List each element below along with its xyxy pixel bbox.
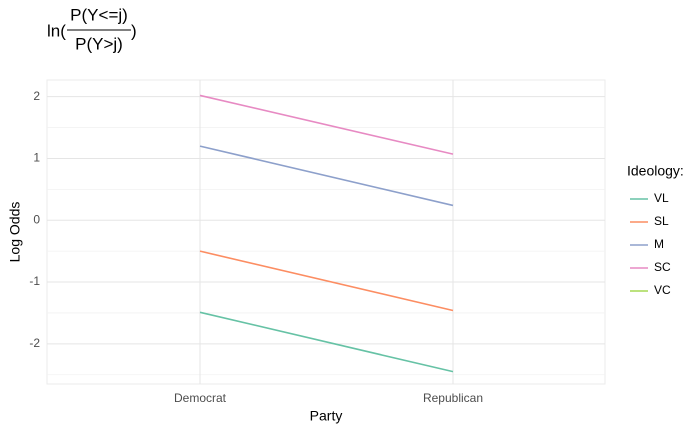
legend-label: SC bbox=[654, 260, 671, 274]
legend-title: Ideology: bbox=[627, 163, 684, 179]
series-line bbox=[199, 311, 454, 373]
y-tick-label: 0 bbox=[33, 212, 40, 226]
title-denominator: P(Y>j) bbox=[75, 34, 123, 53]
title-numerator: P(Y<=j) bbox=[70, 5, 128, 24]
legend-label: SL bbox=[654, 214, 669, 228]
panel-border bbox=[46, 79, 606, 385]
y-tick-label: -2 bbox=[29, 336, 40, 350]
y-axis-label: Log Odds bbox=[7, 202, 23, 263]
y-tick-label: 1 bbox=[33, 151, 40, 165]
series-line bbox=[199, 145, 454, 207]
series-line bbox=[199, 94, 454, 155]
x-tick-label: Democrat bbox=[174, 391, 227, 405]
y-tick-label: 2 bbox=[33, 89, 40, 103]
legend-label: VC bbox=[654, 283, 671, 297]
legend-label: M bbox=[654, 237, 664, 251]
series-line bbox=[199, 250, 454, 312]
title-prefix: ln( bbox=[47, 21, 66, 40]
y-tick-label: -1 bbox=[29, 274, 40, 288]
x-tick-label: Republican bbox=[423, 391, 483, 405]
legend-label: VL bbox=[654, 191, 669, 205]
x-axis-label: Party bbox=[310, 408, 343, 424]
title-suffix: ) bbox=[131, 21, 137, 40]
